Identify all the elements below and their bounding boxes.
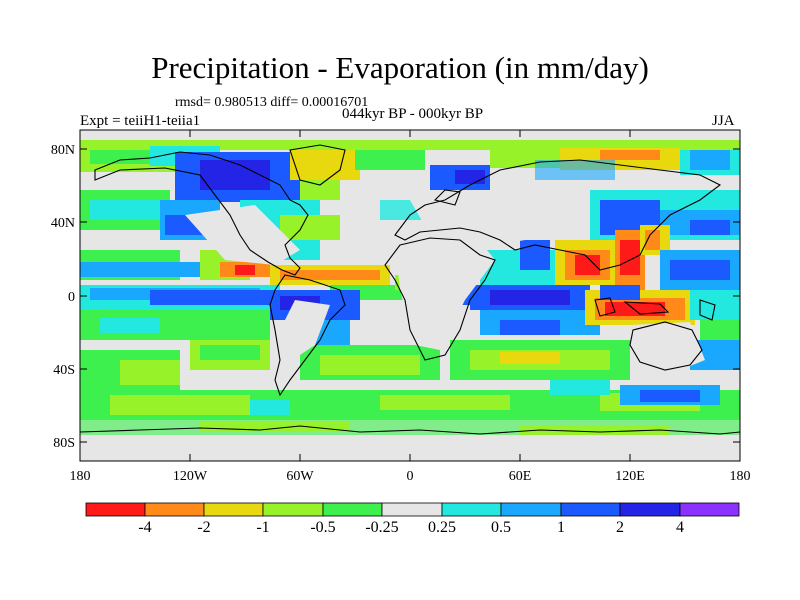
colorbar-swatch (144, 502, 205, 517)
lon-label-60w: 60W (286, 469, 314, 484)
colorbar-label: -1 (256, 519, 270, 536)
period-subtitle: 044kyr BP - 000kyr BP (341, 106, 484, 122)
lon-label-0: 0 (407, 469, 414, 484)
colorbar-label: 4 (676, 519, 684, 536)
colorbar-swatch (560, 502, 621, 517)
axis-ticks (80, 130, 740, 461)
colorbar-label: 0.25 (428, 519, 456, 536)
colorbar-label: 1 (557, 519, 565, 536)
lon-label-120w: 120W (173, 469, 208, 484)
experiment-label: Expt = teiiH1-teiia1 (80, 113, 201, 129)
colorbar-label: 2 (616, 519, 624, 536)
colorbar-label: 0.5 (491, 519, 511, 536)
colorbar-label: -2 (197, 519, 211, 536)
colorbar (85, 502, 740, 517)
colorbar-swatch (262, 502, 324, 517)
colorbar-swatch (85, 502, 146, 517)
colorbar-swatch (203, 502, 264, 517)
lon-label-180e: 180 (730, 469, 751, 484)
season-label: JJA (712, 113, 735, 129)
colorbar-swatch (441, 502, 502, 517)
colorbar-swatch (679, 502, 740, 517)
coastlines (80, 144, 740, 435)
map-title: Precipitation - Evaporation (in mm/day) (151, 50, 649, 85)
lon-label-180w: 180 (70, 469, 91, 484)
lat-label-40n: 40N (51, 216, 75, 231)
colorbar-swatch (322, 502, 383, 517)
colorbar-swatch (500, 502, 562, 517)
lon-label-60e: 60E (509, 469, 532, 484)
colorbar-label: -0.5 (310, 519, 336, 536)
colorbar-label: -0.25 (365, 519, 399, 536)
lat-label-80n: 80N (51, 143, 75, 158)
colorbar-label: -4 (138, 519, 152, 536)
colorbar-swatch (381, 502, 443, 517)
lat-label-40s: 40S (53, 363, 75, 378)
field-shading (80, 140, 740, 435)
lon-label-120e: 120E (615, 469, 645, 484)
stats-text: rmsd= 0.980513 diff= 0.00016701 (175, 95, 369, 110)
colorbar-swatch (619, 502, 681, 517)
lat-label-80s: 80S (53, 436, 75, 451)
lat-label-0: 0 (68, 290, 75, 305)
